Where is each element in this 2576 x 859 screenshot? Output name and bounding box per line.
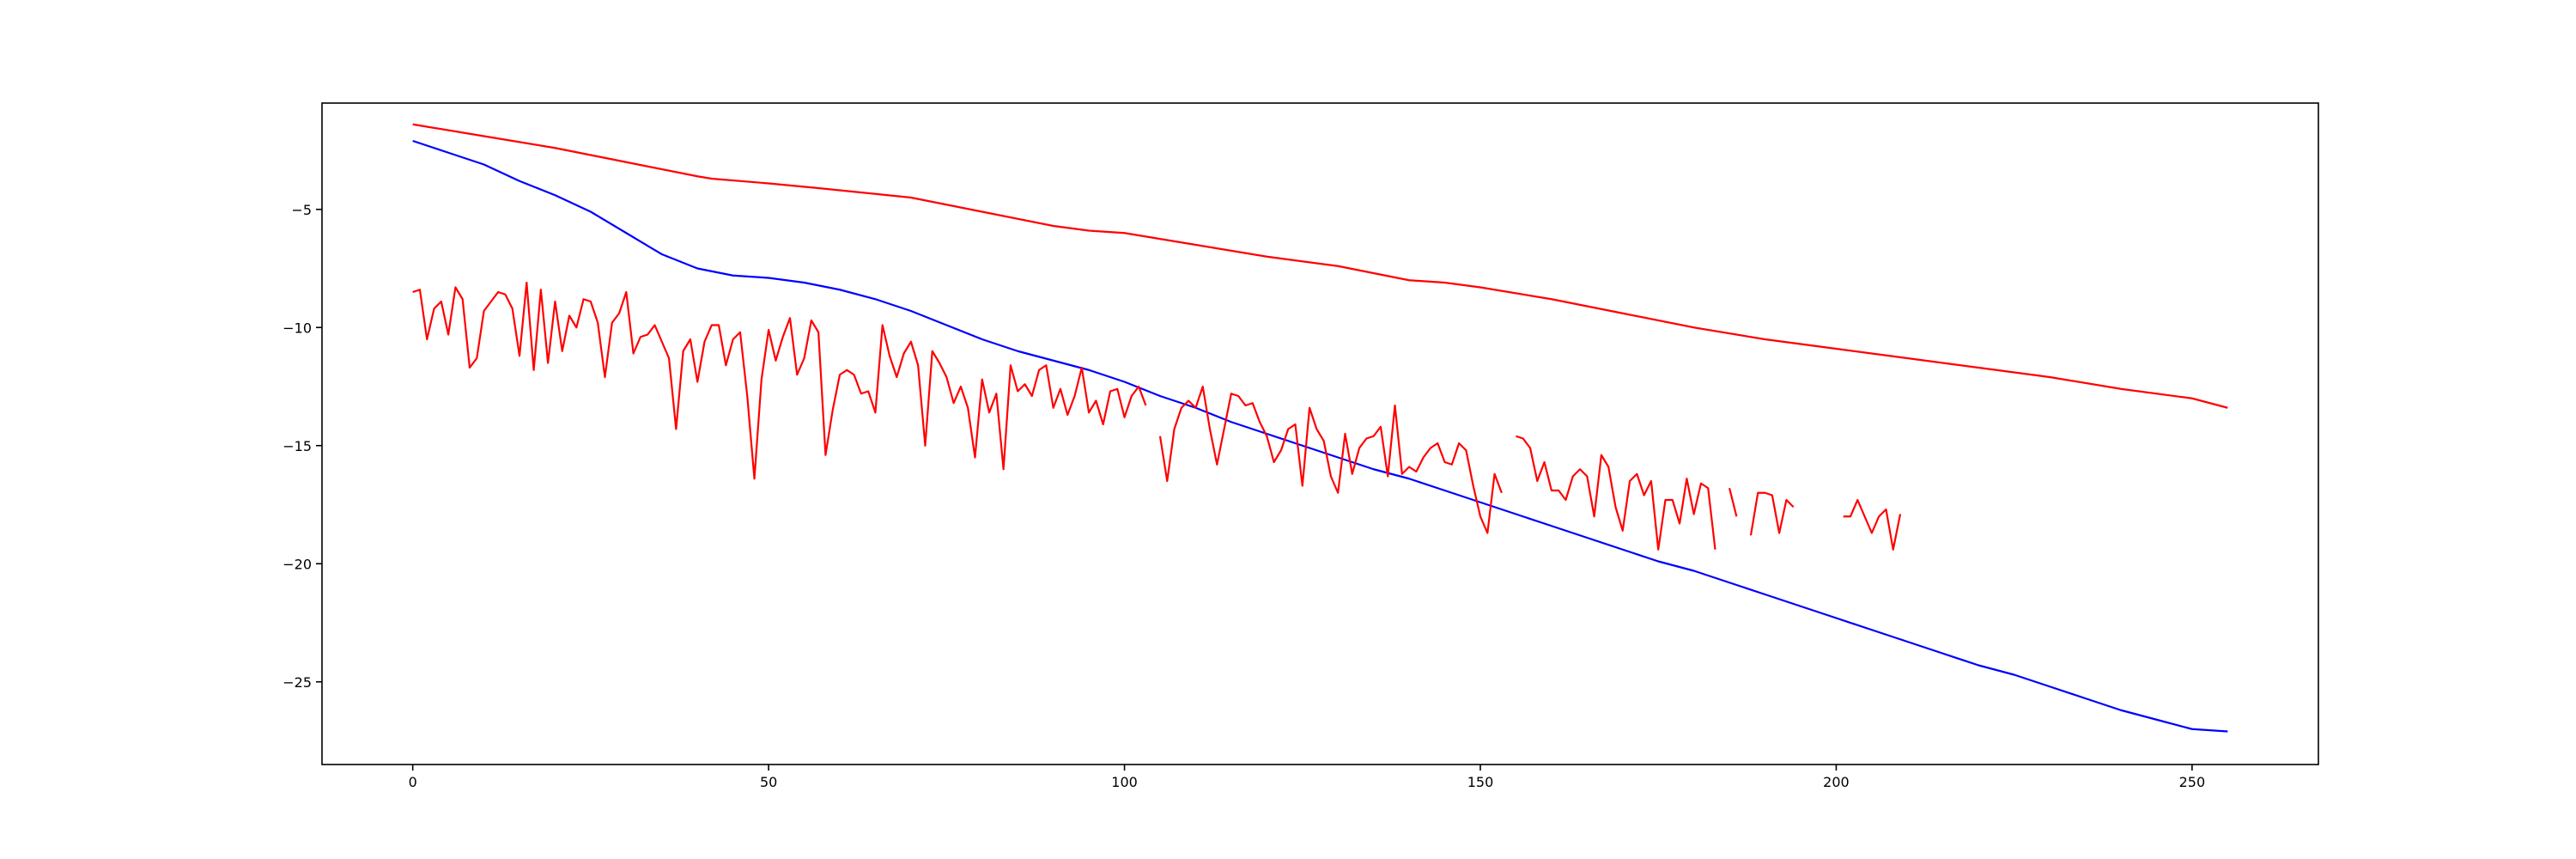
x-tick-label: 100: [1111, 774, 1138, 790]
y-tick-label: −15: [283, 438, 312, 454]
y-tick-label: −20: [283, 556, 312, 572]
series-2-line: [412, 139, 2228, 733]
x-axis: 0 50 100 150 200 250: [409, 765, 2206, 790]
series-1-line: [412, 123, 2228, 409]
y-tick-label: −5: [291, 202, 312, 218]
series-1: [412, 123, 2228, 409]
y-axis: −5 −10 −15 −20 −25: [283, 202, 322, 691]
x-tick-label: 250: [2179, 774, 2206, 790]
series-layer: [412, 123, 2228, 733]
y-tick-label: −25: [283, 674, 312, 691]
x-tick-label: 0: [409, 774, 417, 790]
series-3-line: [1749, 491, 1795, 536]
plot-frame: [321, 102, 2319, 765]
x-tick-label: 150: [1467, 774, 1494, 790]
x-tick-label: 50: [760, 774, 777, 790]
series-3-line: [1158, 385, 1503, 534]
series-3-line: [1843, 498, 1902, 551]
series-3-line: [412, 281, 1147, 480]
series-3: [412, 281, 1902, 551]
series-3-line: [1728, 487, 1738, 517]
x-tick-label: 200: [1823, 774, 1850, 790]
series-2: [412, 139, 2228, 733]
series-3-line: [1516, 435, 1716, 551]
y-tick-label: −10: [283, 320, 312, 336]
